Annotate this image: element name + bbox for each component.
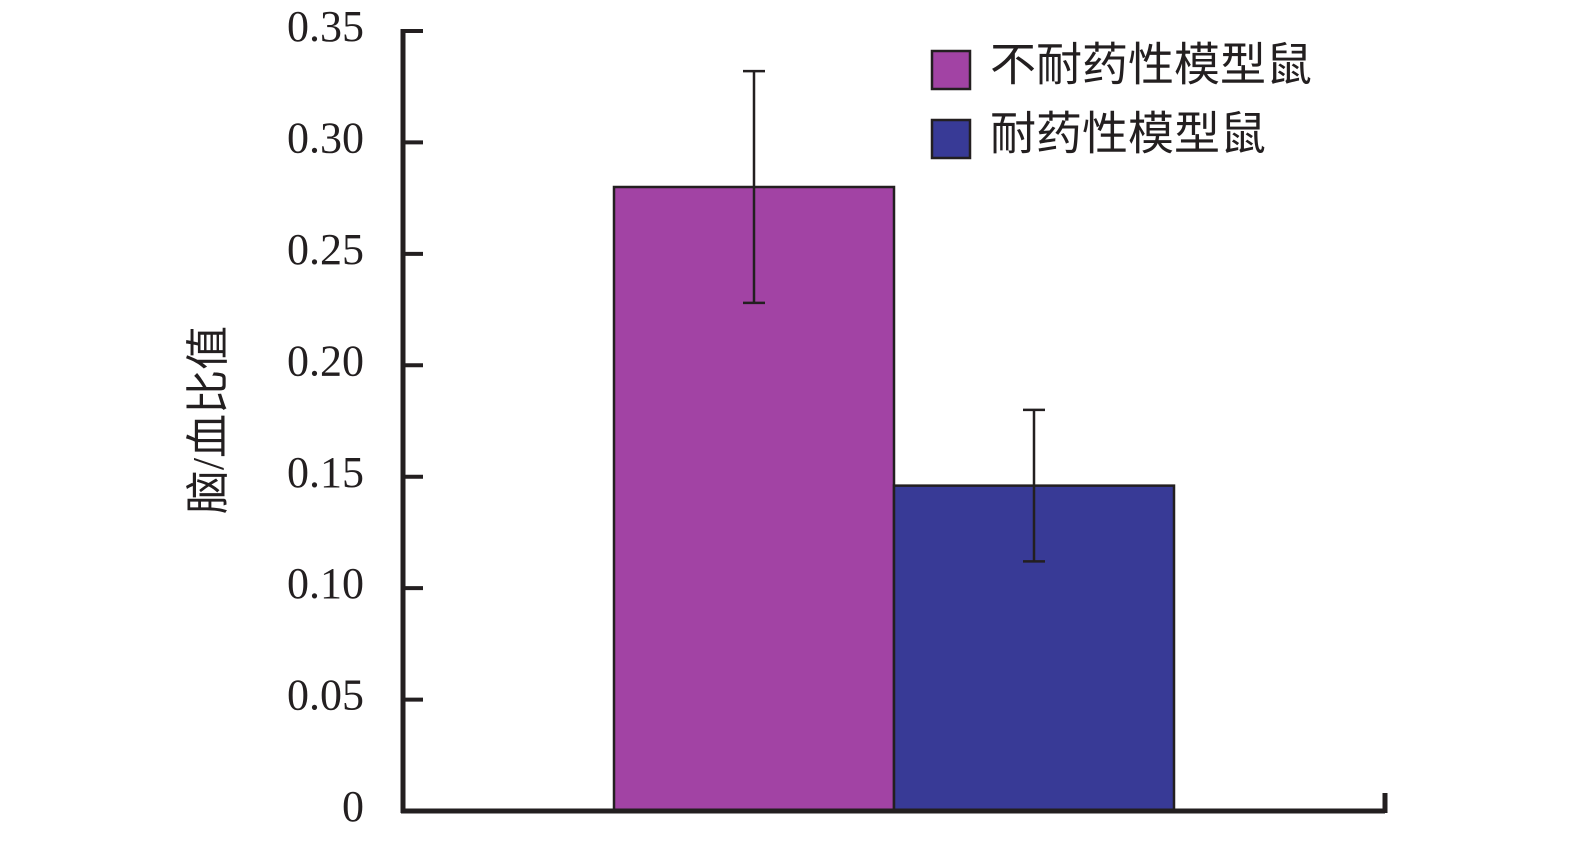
y-tick-label: 0.25 (287, 225, 364, 274)
y-tick-label: 0 (342, 782, 364, 831)
error-bar (743, 69, 765, 305)
y-tick-label: 0.15 (287, 448, 364, 497)
y-axis-label: 脑/血比值 (184, 326, 233, 514)
legend-label: 耐药性模型鼠 (990, 109, 1266, 160)
y-tick-label: 0.35 (287, 2, 364, 51)
legend-label: 不耐药性模型鼠 (990, 40, 1312, 91)
y-tick-label: 0.05 (287, 671, 364, 720)
legend-swatch (930, 49, 972, 91)
y-tick-label: 0.30 (287, 114, 364, 163)
y-tick-label: 0.10 (287, 559, 364, 608)
legend-swatch (930, 118, 972, 160)
error-bar (1023, 408, 1045, 563)
y-tick-label: 0.20 (287, 336, 364, 385)
